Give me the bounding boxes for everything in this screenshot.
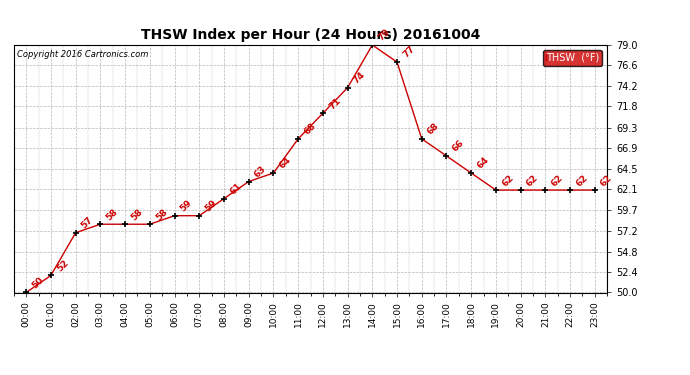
Text: 62: 62: [525, 173, 540, 188]
Text: 57: 57: [80, 215, 95, 231]
Text: 66: 66: [451, 139, 466, 154]
Text: 68: 68: [302, 122, 317, 137]
Text: 58: 58: [129, 207, 144, 222]
Text: 50: 50: [30, 275, 46, 290]
Text: 68: 68: [426, 122, 441, 137]
Text: 62: 62: [574, 173, 589, 188]
Legend: THSW  (°F): THSW (°F): [543, 50, 602, 66]
Text: 59: 59: [179, 198, 194, 213]
Text: 71: 71: [327, 96, 342, 111]
Text: 79: 79: [377, 27, 392, 43]
Text: 58: 58: [154, 207, 169, 222]
Text: 77: 77: [401, 45, 417, 60]
Text: 64: 64: [475, 156, 491, 171]
Text: 64: 64: [277, 156, 293, 171]
Title: THSW Index per Hour (24 Hours) 20161004: THSW Index per Hour (24 Hours) 20161004: [141, 28, 480, 42]
Text: 62: 62: [500, 173, 515, 188]
Text: 52: 52: [55, 258, 70, 273]
Text: 61: 61: [228, 181, 244, 196]
Text: 74: 74: [352, 70, 367, 86]
Text: Copyright 2016 Cartronics.com: Copyright 2016 Cartronics.com: [17, 50, 148, 59]
Text: 59: 59: [204, 198, 219, 213]
Text: 58: 58: [104, 207, 119, 222]
Text: 62: 62: [549, 173, 564, 188]
Text: 62: 62: [599, 173, 614, 188]
Text: 63: 63: [253, 164, 268, 179]
